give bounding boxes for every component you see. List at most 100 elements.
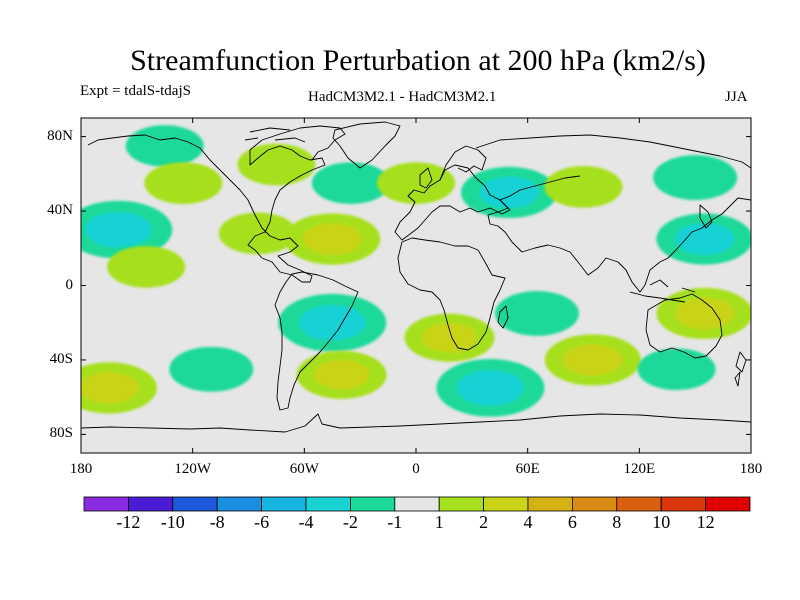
colorbar-label: 2 — [479, 512, 489, 532]
colorbar-label: -6 — [254, 512, 270, 532]
anomaly-band — [457, 370, 524, 406]
colorbar-swatch — [527, 496, 573, 512]
anomaly-subtropical-pacific-pos — [107, 246, 186, 288]
x-tick-label: 60W — [289, 461, 319, 477]
colorbar-swatch — [438, 496, 485, 512]
anomaly-band — [674, 223, 734, 255]
y-tick-label: 80S — [49, 425, 73, 442]
anomaly-north-pacific-high-lat-neg — [125, 125, 204, 167]
anomaly-band — [494, 291, 579, 336]
anomaly-indian-ocean-neg — [494, 291, 579, 336]
x-tick-label: 60E — [515, 461, 540, 477]
anomaly-band — [107, 246, 186, 288]
anomaly-band — [653, 155, 738, 200]
colorbar-label: -12 — [116, 512, 141, 532]
anomaly-subtropical-atlantic-pos — [284, 213, 381, 265]
colorbar-swatch — [660, 496, 707, 512]
anomaly-contours — [81, 125, 751, 417]
experiment-label: Expt = tdalS-tdajS — [80, 83, 191, 99]
anomaly-europe-pos — [377, 162, 455, 204]
anomaly-band — [299, 305, 366, 341]
anomaly-band — [311, 162, 390, 204]
anomaly-north-pacific-neg — [81, 200, 173, 259]
coast-arctic-islands — [244, 127, 306, 143]
coast-antarctica — [81, 413, 751, 433]
coast-new-zealand — [734, 351, 747, 387]
coast-scandinavia — [439, 145, 487, 181]
anomaly-east-asia-neg — [653, 155, 738, 200]
anomaly-band — [169, 346, 254, 392]
anomaly-west-pacific-neg — [656, 213, 751, 265]
coast-madagascar — [497, 305, 509, 329]
anomaly-south-of-australia-neg — [637, 348, 716, 391]
anomaly-south-indian-pos — [544, 334, 641, 386]
colorbar-swatch — [572, 496, 618, 512]
season-label: JJA — [725, 89, 748, 105]
colorbar-swatch — [616, 496, 662, 512]
anomaly-australia-pos — [656, 287, 751, 340]
y-tick-label: 80N — [47, 127, 73, 144]
anomaly-central-asia-pos — [544, 166, 623, 208]
colorbar — [83, 496, 751, 512]
y-tick-label: 0 — [65, 276, 74, 293]
coast-indonesia — [629, 279, 696, 303]
x-tick-label: 120E — [623, 461, 656, 477]
anomaly-band — [218, 212, 297, 255]
colorbar-label: -2 — [342, 512, 358, 532]
anomaly-siberia-neg — [461, 166, 558, 219]
coast-europe — [394, 164, 511, 241]
anomaly-south-africa-pos — [404, 313, 495, 362]
colorbar-label: -1 — [387, 512, 403, 532]
coast-south-america — [274, 271, 359, 411]
colorbar-swatch — [172, 496, 218, 512]
anomaly-band — [563, 344, 623, 376]
models-label: HadCM3M2.1 - HadCM3M2.1 — [308, 89, 497, 105]
colorbar-swatch — [305, 496, 351, 512]
colorbar-swatch — [83, 496, 129, 512]
anomaly-southern-ocean-neg — [436, 359, 545, 417]
anomaly-band — [637, 348, 716, 391]
anomaly-canada-pos — [237, 143, 316, 186]
colorbar-label: 4 — [523, 512, 533, 532]
anomaly-south-america-neg — [278, 293, 387, 352]
colorbar-label: -4 — [298, 512, 314, 532]
colorbar-label: 12 — [696, 512, 715, 532]
anomaly-south-atlantic-pos — [296, 350, 387, 399]
anomaly-band — [125, 125, 204, 167]
coast-africa — [397, 237, 506, 351]
coast-asia — [475, 134, 751, 293]
anomaly-band — [237, 143, 316, 186]
x-tick-label: 180 — [69, 461, 93, 477]
anomaly-south-pacific-west-pos — [81, 362, 157, 414]
y-tick-label: 40S — [49, 350, 73, 367]
plot-title: Streamfunction Perturbation at 200 hPa (… — [130, 44, 706, 77]
colorbar-swatch — [261, 496, 307, 512]
colorbar-swatch — [216, 496, 262, 512]
colorbar-label: 6 — [567, 512, 577, 532]
colorbar-swatch — [483, 496, 529, 512]
anomaly-band — [81, 372, 139, 404]
coast-australia — [645, 293, 723, 359]
colorbar-swatch — [349, 496, 396, 512]
colorbar-label: 8 — [612, 512, 622, 532]
colorbar-swatch — [127, 496, 174, 512]
x-tick-label: 180 — [739, 461, 763, 477]
anomaly-band — [313, 360, 370, 390]
anomaly-band — [479, 176, 539, 209]
coast-uk — [419, 167, 433, 189]
anomaly-band — [144, 162, 223, 204]
coast-japan — [699, 204, 713, 229]
anomaly-band — [377, 162, 455, 204]
coastlines — [81, 121, 751, 433]
anomaly-band — [674, 297, 734, 330]
anomaly-north-america-pos — [218, 212, 297, 255]
colorbar-label: 10 — [652, 512, 671, 532]
anomaly-band — [544, 166, 623, 208]
colorbar-label: 1 — [434, 512, 444, 532]
coast-greenland — [332, 121, 401, 169]
colorbar-swatch — [705, 496, 751, 512]
anomaly-band — [421, 322, 478, 353]
anomaly-north-atlantic-neg — [311, 162, 390, 204]
